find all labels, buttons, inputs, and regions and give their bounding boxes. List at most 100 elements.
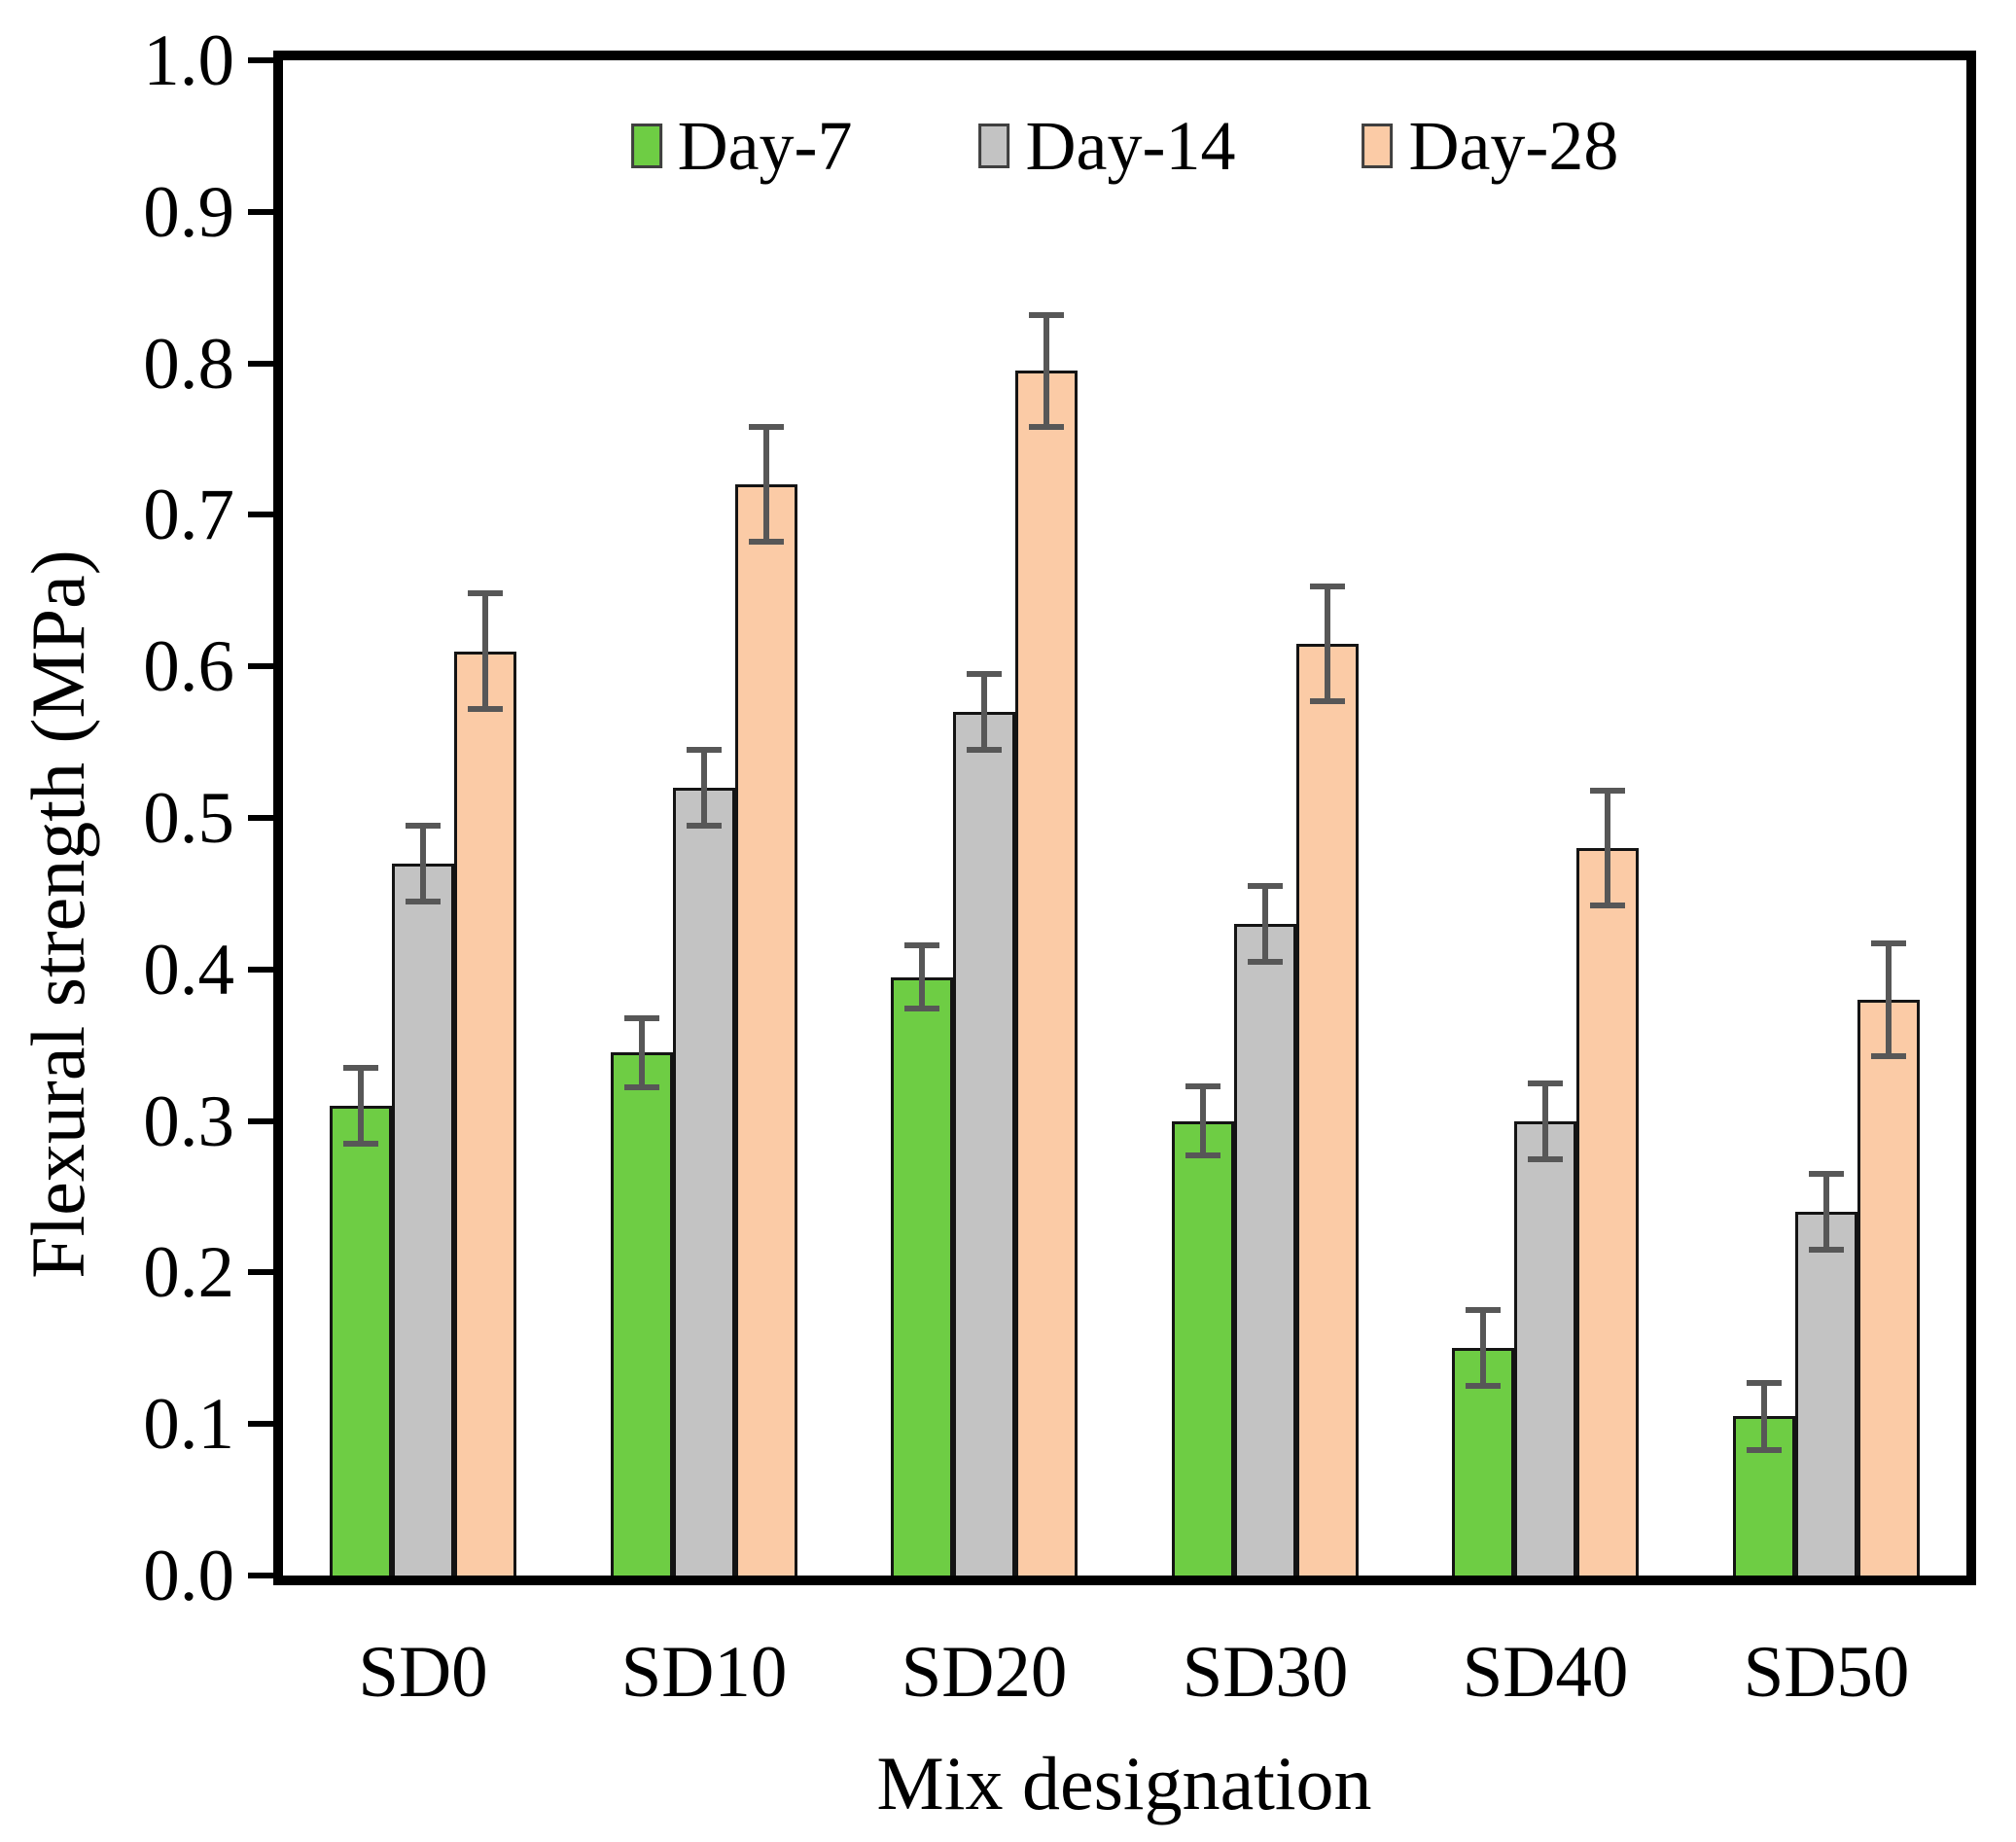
error-cap-bottom-day-7-sd0 [343,1141,378,1147]
y-tick-label-0.2: 0.2 [143,1232,234,1313]
legend-swatch-day-7 [630,124,662,168]
error-bar-day-14-sd40 [1542,1083,1548,1159]
error-cap-top-day-14-sd0 [406,823,441,829]
error-cap-bottom-day-14-sd40 [1528,1156,1563,1162]
x-category-label-sd30: SD30 [1182,1632,1349,1713]
error-cap-bottom-day-14-sd0 [406,899,441,904]
error-cap-bottom-day-7-sd20 [904,1006,939,1011]
error-cap-bottom-day-14-sd50 [1809,1247,1844,1253]
error-bar-day-28-sd10 [763,427,769,542]
legend-item-day-7: Day-7 [630,107,853,185]
error-cap-bottom-day-28-sd10 [749,539,784,545]
error-cap-bottom-day-14-sd10 [687,823,722,829]
y-tick-mark-1.0 [248,57,273,63]
error-bar-day-14-sd10 [701,750,707,826]
error-bar-day-7-sd40 [1480,1310,1486,1386]
legend-item-day-28: Day-28 [1362,111,1618,181]
bar-day-28-sd20 [1015,371,1078,1576]
x-category-label-sd50: SD50 [1743,1632,1910,1713]
error-cap-bottom-day-7-sd50 [1747,1447,1782,1453]
error-cap-top-day-7-sd30 [1185,1083,1220,1089]
bar-day-7-sd0 [330,1106,392,1576]
bar-day-7-sd20 [891,977,953,1576]
error-cap-top-day-7-sd0 [343,1065,378,1071]
y-tick-label-0.4: 0.4 [143,930,234,1010]
error-bar-day-7-sd10 [639,1018,645,1087]
error-bar-day-14-sd30 [1262,886,1268,962]
error-cap-top-day-14-sd40 [1528,1080,1563,1086]
y-tick-mark-0.0 [248,1573,273,1578]
y-tick-mark-0.9 [248,209,273,215]
error-cap-top-day-28-sd20 [1029,312,1064,318]
bar-day-28-sd40 [1576,848,1639,1576]
bar-day-7-sd30 [1172,1121,1234,1576]
x-category-label-sd40: SD40 [1462,1632,1629,1713]
x-category-label-sd10: SD10 [620,1632,788,1713]
error-bar-day-7-sd20 [919,945,925,1009]
error-cap-bottom-day-7-sd40 [1466,1383,1501,1389]
error-bar-day-7-sd50 [1761,1383,1767,1450]
bar-day-14-sd20 [953,712,1015,1576]
error-cap-top-day-28-sd10 [749,424,784,430]
bar-day-14-sd0 [392,864,454,1576]
error-cap-top-day-7-sd40 [1466,1307,1501,1313]
y-tick-mark-0.8 [248,361,273,367]
y-tick-label-0.0: 0.0 [143,1536,234,1616]
error-bar-day-7-sd30 [1200,1086,1206,1155]
y-tick-mark-0.5 [248,815,273,821]
y-tick-mark-0.6 [248,663,273,669]
legend-swatch-day-14 [978,124,1010,168]
legend-label-day-7: Day-7 [677,107,853,185]
plot-area: Day-7 Day-14 Day-28 [283,60,1966,1576]
y-tick-label-1.0: 1.0 [143,20,234,101]
error-bar-day-28-sd40 [1605,791,1610,905]
legend-label-day-28: Day-28 [1408,107,1619,185]
bar-day-7-sd10 [611,1052,673,1576]
error-cap-bottom-day-28-sd50 [1871,1053,1906,1059]
error-bar-day-7-sd0 [358,1068,364,1144]
y-tick-mark-0.1 [248,1421,273,1427]
error-bar-day-28-sd0 [482,593,488,709]
error-bar-day-14-sd20 [981,674,987,750]
x-category-label-sd20: SD20 [901,1632,1068,1713]
error-bar-day-28-sd50 [1886,943,1892,1056]
legend-swatch-day-28 [1362,124,1394,168]
legend: Day-7 Day-14 Day-28 [630,107,1618,185]
error-cap-bottom-day-7-sd10 [624,1084,659,1090]
x-category-label-sd0: SD0 [358,1632,488,1713]
bar-day-14-sd50 [1795,1212,1857,1576]
error-bar-day-14-sd50 [1823,1174,1829,1250]
error-cap-top-day-28-sd30 [1310,584,1345,589]
legend-label-day-14: Day-14 [1025,107,1236,185]
error-cap-bottom-day-7-sd30 [1185,1152,1220,1158]
error-cap-top-day-28-sd0 [468,590,503,596]
bar-day-14-sd10 [673,788,735,1576]
error-cap-top-day-14-sd30 [1248,883,1283,889]
y-tick-label-0.6: 0.6 [143,626,234,707]
y-tick-label-0.7: 0.7 [143,475,234,555]
error-cap-bottom-day-14-sd30 [1248,959,1283,965]
y-tick-mark-0.4 [248,967,273,973]
bar-day-14-sd30 [1234,924,1296,1576]
error-bar-day-28-sd20 [1043,315,1049,427]
error-cap-top-day-7-sd20 [904,942,939,948]
error-cap-top-day-28-sd40 [1590,788,1625,794]
y-tick-mark-0.3 [248,1118,273,1124]
y-tick-label-0.5: 0.5 [143,778,234,859]
error-cap-top-day-7-sd10 [624,1015,659,1021]
error-cap-bottom-day-14-sd20 [967,747,1002,753]
error-cap-bottom-day-28-sd30 [1310,698,1345,704]
error-bar-day-14-sd0 [420,826,426,902]
y-tick-label-0.8: 0.8 [143,324,234,405]
legend-item-day-14: Day-14 [978,107,1236,185]
bar-day-28-sd30 [1296,644,1359,1576]
error-cap-top-day-14-sd50 [1809,1171,1844,1177]
error-cap-bottom-day-28-sd0 [468,706,503,712]
x-axis-title: Mix designation [876,1741,1372,1825]
plot-frame: Day-7 Day-14 Day-28 [273,51,1976,1585]
error-cap-top-day-7-sd50 [1747,1380,1782,1386]
error-cap-top-day-14-sd10 [687,747,722,753]
bar-day-14-sd40 [1514,1121,1576,1576]
bar-day-28-sd10 [735,484,797,1576]
